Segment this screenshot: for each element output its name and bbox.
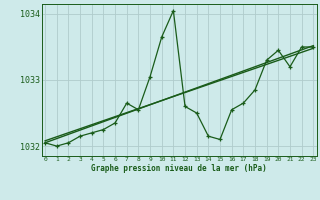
X-axis label: Graphe pression niveau de la mer (hPa): Graphe pression niveau de la mer (hPa) bbox=[91, 164, 267, 173]
